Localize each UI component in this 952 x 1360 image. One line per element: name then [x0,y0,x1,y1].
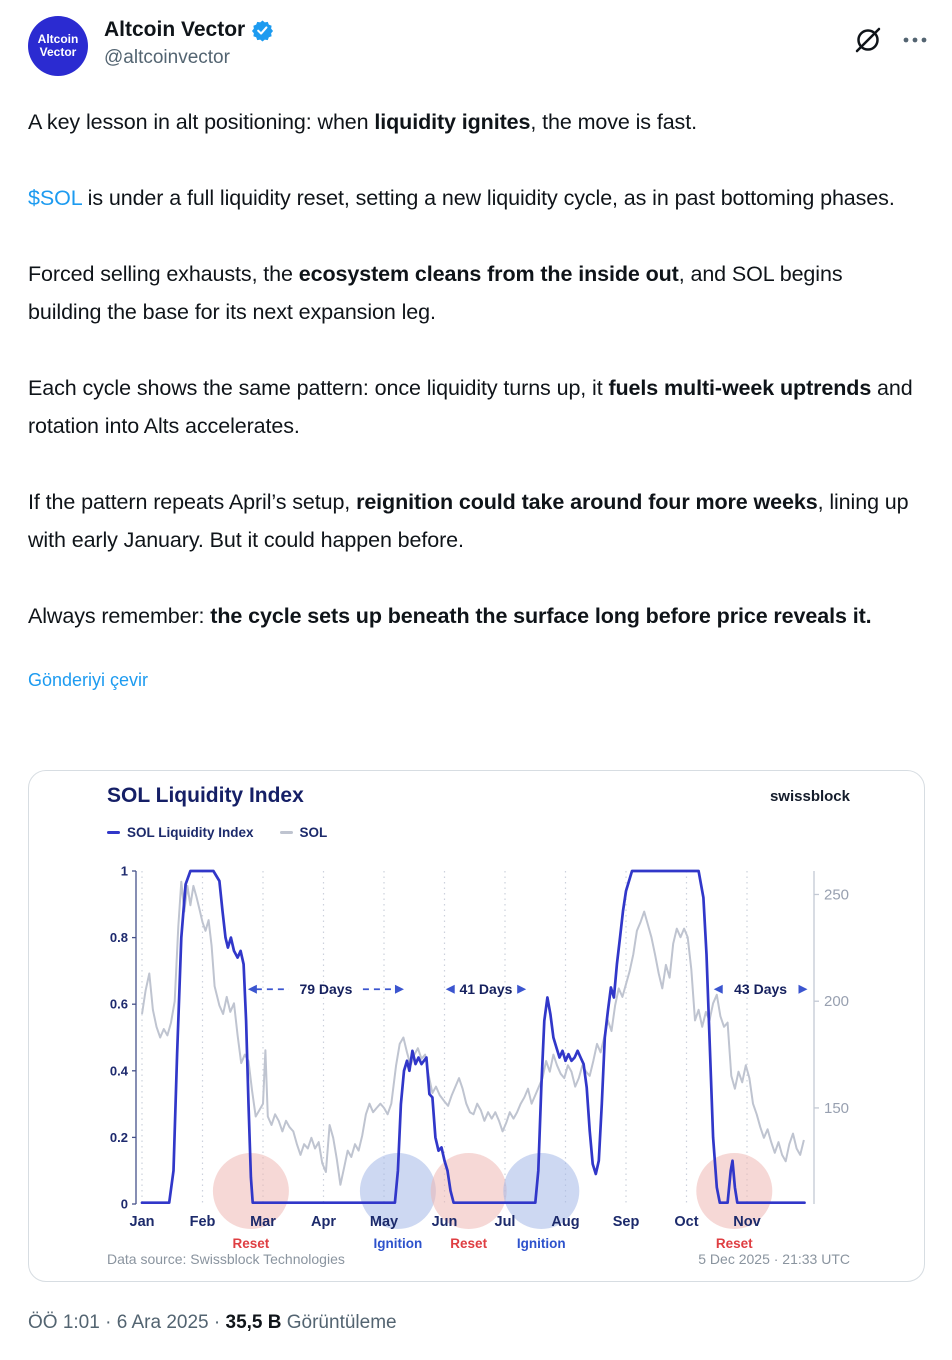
avatar-text-line2: Vector [39,45,77,59]
author-block: Altcoin Vector @altcoinvector [104,18,274,69]
x-axis-month-label: Apr [311,1214,336,1230]
verified-badge-icon [252,19,274,42]
x-axis-month-label: Sep [613,1214,640,1230]
liquidity-index-line [140,869,806,1205]
legend-swatch [279,831,293,834]
right-axis-tick: 200 [824,993,849,1010]
event-label-ignition: Ignition [374,1236,423,1251]
x-axis-month-label: Jan [130,1214,155,1230]
handle[interactable]: @altcoinvector [104,47,230,68]
x-axis-month-label: Oct [674,1214,698,1230]
data-source-note: Data source: Swissblock Technologies [107,1251,345,1267]
liquidity-chart: 79 Days 41 Days 43 Days 1 0.8 0.6 0.4 0.2 0 250 20… [110,864,849,1252]
views-label: Görüntüleme [281,1312,397,1333]
avatar-text-line1: Altcoin [37,32,79,46]
media-chart-card[interactable]: SOL Liquidity Index swissblock SOL Liqui… [28,770,925,1282]
event-circle-ignition [503,1153,580,1229]
right-axis-tick: 250 [824,886,849,903]
chart-footer: Data source: Swissblock Technologies 5 D… [107,1251,850,1267]
tweet-paragraph: A key lesson in alt positioning: when li… [28,110,697,134]
duration-annotation: 79 Days [299,981,352,997]
x-axis-month-label: Nov [733,1214,760,1230]
tweet-paragraph: Forced selling exhausts, the ecosystem c… [28,262,843,324]
cashtag-link[interactable]: $SOL [28,186,82,210]
x-axis-month-label: Mar [250,1214,276,1230]
left-axis-tick: 0 [121,1197,128,1212]
left-axis-tick: 0.8 [110,930,128,945]
tweet-paragraph: If the pattern repeats April’s setup, re… [28,490,909,552]
right-axis-tick: 150 [824,1100,849,1117]
event-label-reset: Reset [450,1236,487,1251]
duration-annotation: 43 Days [734,981,787,997]
event-label-reset: Reset [233,1236,270,1251]
x-axis-month-label: Jun [432,1214,458,1230]
event-circle-reset [430,1153,507,1229]
duration-annotation: 41 Days [459,981,512,997]
left-axis-tick: 0.6 [110,997,128,1012]
more-options-icon[interactable] [902,36,928,44]
grok-icon[interactable] [852,24,884,56]
x-axis-month-label: Jul [495,1214,516,1230]
x-axis-month-label: May [370,1214,398,1230]
watermark-swissblock: swissblock [769,788,850,805]
left-axis-tick: 0.2 [110,1130,128,1145]
event-label-reset: Reset [716,1236,753,1251]
legend-swatch [107,831,120,834]
chart-title: SOL Liquidity Index [107,784,304,807]
tweet-meta[interactable]: ÖÖ 1:01 · 6 Ara 2025 · 35,5 B Görüntülem… [28,1312,397,1334]
tweet-paragraph: Always remember: the cycle sets up benea… [28,604,872,628]
chart-legend: SOL Liquidity Index SOL [107,825,327,840]
chart-timestamp: 5 Dec 2025 · 21:33 UTC [698,1251,850,1267]
legend-item: SOL [279,825,327,840]
legend-item: SOL Liquidity Index [107,825,254,840]
translate-post-link[interactable]: Gönderiyi çevir [28,670,149,690]
x-axis-month-label: Aug [551,1214,579,1230]
tweet-paragraph: $SOL is under a full liquidity reset, se… [28,186,895,210]
left-axis-tick: 1 [121,864,128,879]
x-axis-month-label: Feb [190,1214,216,1230]
tweet-text: A key lesson in alt positioning: when li… [28,103,914,691]
tweet-paragraph: Each cycle shows the same pattern: once … [28,376,913,438]
event-circle-ignition [359,1153,436,1229]
left-axis-tick: 0.4 [110,1063,129,1078]
tweet-header: Altcoin Vector Altcoin Vector @altcoinve… [28,14,932,78]
avatar[interactable]: Altcoin Vector [28,16,88,76]
event-label-ignition: Ignition [517,1236,566,1251]
views-count: 35,5 B [225,1312,282,1333]
display-name[interactable]: Altcoin Vector [104,18,246,41]
tweet-time-date: ÖÖ 1:01 · 6 Ara 2025 · [28,1312,226,1333]
